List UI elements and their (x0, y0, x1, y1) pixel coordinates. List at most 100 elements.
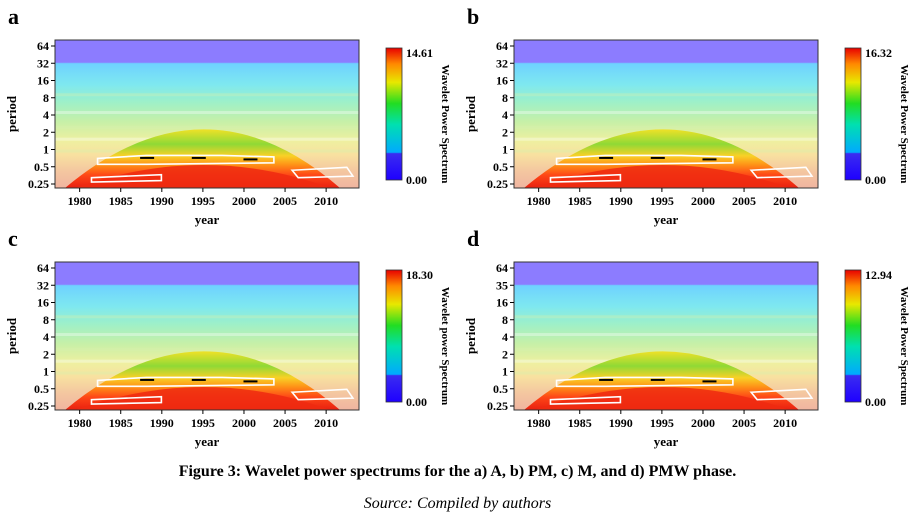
colorbar-min-label: 0.00 (406, 173, 427, 187)
x-tick-label: 2010 (773, 194, 797, 208)
power-band (514, 333, 818, 337)
y-tick-label: 0.5 (34, 160, 49, 174)
power-band (55, 315, 359, 319)
phase-marker (599, 156, 614, 159)
power-band (514, 111, 818, 115)
phase-marker (243, 158, 258, 161)
x-tick-label: 1985 (109, 416, 133, 430)
x-tick-label: 2005 (732, 194, 756, 208)
x-tick-label: 2000 (691, 194, 715, 208)
y-tick-label: 4 (502, 108, 508, 122)
x-tick-label: 2005 (732, 416, 756, 430)
x-tick-label: 1990 (150, 194, 174, 208)
panel-b: b 64 32 16 8 4 2 1 0.5 0.25 1980 1985 1990 1995 2000 20… (463, 4, 910, 227)
colorbar (844, 47, 862, 181)
y-axis-label: period (4, 317, 19, 354)
colorbar (385, 47, 403, 181)
phase-marker (599, 378, 614, 381)
panel-letter: a (8, 4, 19, 29)
power-band (514, 315, 818, 319)
colorbar-title: Wavelet power Spectrum (439, 287, 451, 405)
x-tick-label: 1990 (150, 416, 174, 430)
significance-contour (290, 166, 355, 179)
y-tick-label: 2 (502, 125, 508, 139)
plot-frame (513, 39, 819, 189)
power-band (55, 111, 359, 115)
y-tick-label: 64 (37, 261, 49, 275)
x-tick-label: 2005 (273, 194, 297, 208)
x-tick-label: 1985 (568, 194, 592, 208)
phase-marker (140, 378, 155, 381)
colorbar-title: Wavelet Power Spectrum (898, 287, 910, 406)
y-axis-label: period (4, 95, 19, 132)
y-tick-label: 8 (502, 313, 508, 327)
power-band (514, 347, 818, 351)
power-band (514, 93, 818, 97)
phase-marker (702, 158, 717, 161)
y-tick-label: 1 (502, 143, 508, 157)
y-tick-label: 32 (496, 56, 508, 70)
y-tick-label: 4 (43, 108, 49, 122)
y-tick-label: 8 (43, 91, 49, 105)
significance-contour (90, 173, 163, 183)
plot-frame (54, 261, 360, 411)
y-tick-label: 32 (37, 56, 49, 70)
y-tick-label: 2 (43, 347, 49, 361)
colorbar-max-label: 12.94 (865, 268, 892, 282)
panel-a: a 64 32 16 8 4 2 1 0.5 0.25 1980 1985 1990 1995 2000 20… (4, 4, 451, 227)
x-axis-label: year (654, 212, 679, 227)
y-tick-label: 8 (43, 313, 49, 327)
colorbar-max-label: 16.32 (865, 46, 892, 60)
panel-c: c 64 32 16 8 4 2 1 0.5 0.25 1980 1985 1990 1995 2000 20… (4, 226, 451, 449)
power-band (55, 125, 359, 129)
x-tick-label: 2005 (273, 416, 297, 430)
significance-contour (90, 395, 163, 405)
x-tick-label: 1985 (109, 194, 133, 208)
significance-contour (96, 154, 275, 166)
power-band (514, 125, 818, 129)
figure-source: Source: Compiled by authors (363, 495, 552, 512)
significance-contour (96, 376, 275, 388)
colorbar-min-label: 0.00 (865, 173, 886, 187)
power-band (55, 333, 359, 337)
y-tick-label: 16 (37, 296, 49, 310)
colorbar-max-label: 14.61 (406, 46, 433, 60)
x-tick-label: 2000 (691, 416, 715, 430)
panel-letter: d (467, 226, 479, 251)
high-power-region (534, 165, 789, 188)
colorbar-min-label: 0.00 (865, 395, 886, 409)
plot-frame (54, 39, 360, 189)
x-tick-label: 2000 (232, 194, 256, 208)
panel-letter: b (467, 4, 479, 29)
power-band (55, 347, 359, 351)
colorbar-max-label: 18.30 (406, 268, 433, 282)
phase-marker (191, 378, 206, 381)
y-tick-label: 32 (37, 278, 49, 292)
y-tick-label: 8 (502, 91, 508, 105)
x-tick-label: 1995 (650, 416, 674, 430)
y-tick-label: 35 (496, 278, 508, 292)
phase-marker (140, 156, 155, 159)
phase-marker (650, 156, 665, 159)
y-tick-label: 4 (502, 330, 508, 344)
significance-contour (555, 154, 734, 166)
significance-contour (749, 166, 814, 179)
phase-marker (243, 380, 258, 383)
x-axis-label: year (195, 212, 220, 227)
y-tick-label: 16 (496, 74, 508, 88)
y-axis-label: period (463, 317, 478, 354)
high-power-region (75, 165, 330, 188)
x-tick-label: 1990 (609, 416, 633, 430)
colorbar-title: Wavelet Power Spectrum (898, 65, 910, 184)
x-axis-label: year (654, 434, 679, 449)
x-tick-label: 1980 (68, 194, 92, 208)
y-tick-label: 0.25 (487, 177, 508, 191)
significance-contour (549, 395, 622, 405)
panel-d: d 64 35 16 8 4 2 1 0.5 0.25 1980 1985 1990 1995 2000 20… (463, 226, 910, 449)
x-tick-label: 1990 (609, 194, 633, 208)
y-tick-label: 64 (496, 39, 508, 53)
y-tick-label: 0.25 (487, 399, 508, 413)
y-axis-label: period (463, 95, 478, 132)
high-power-region (75, 387, 330, 410)
